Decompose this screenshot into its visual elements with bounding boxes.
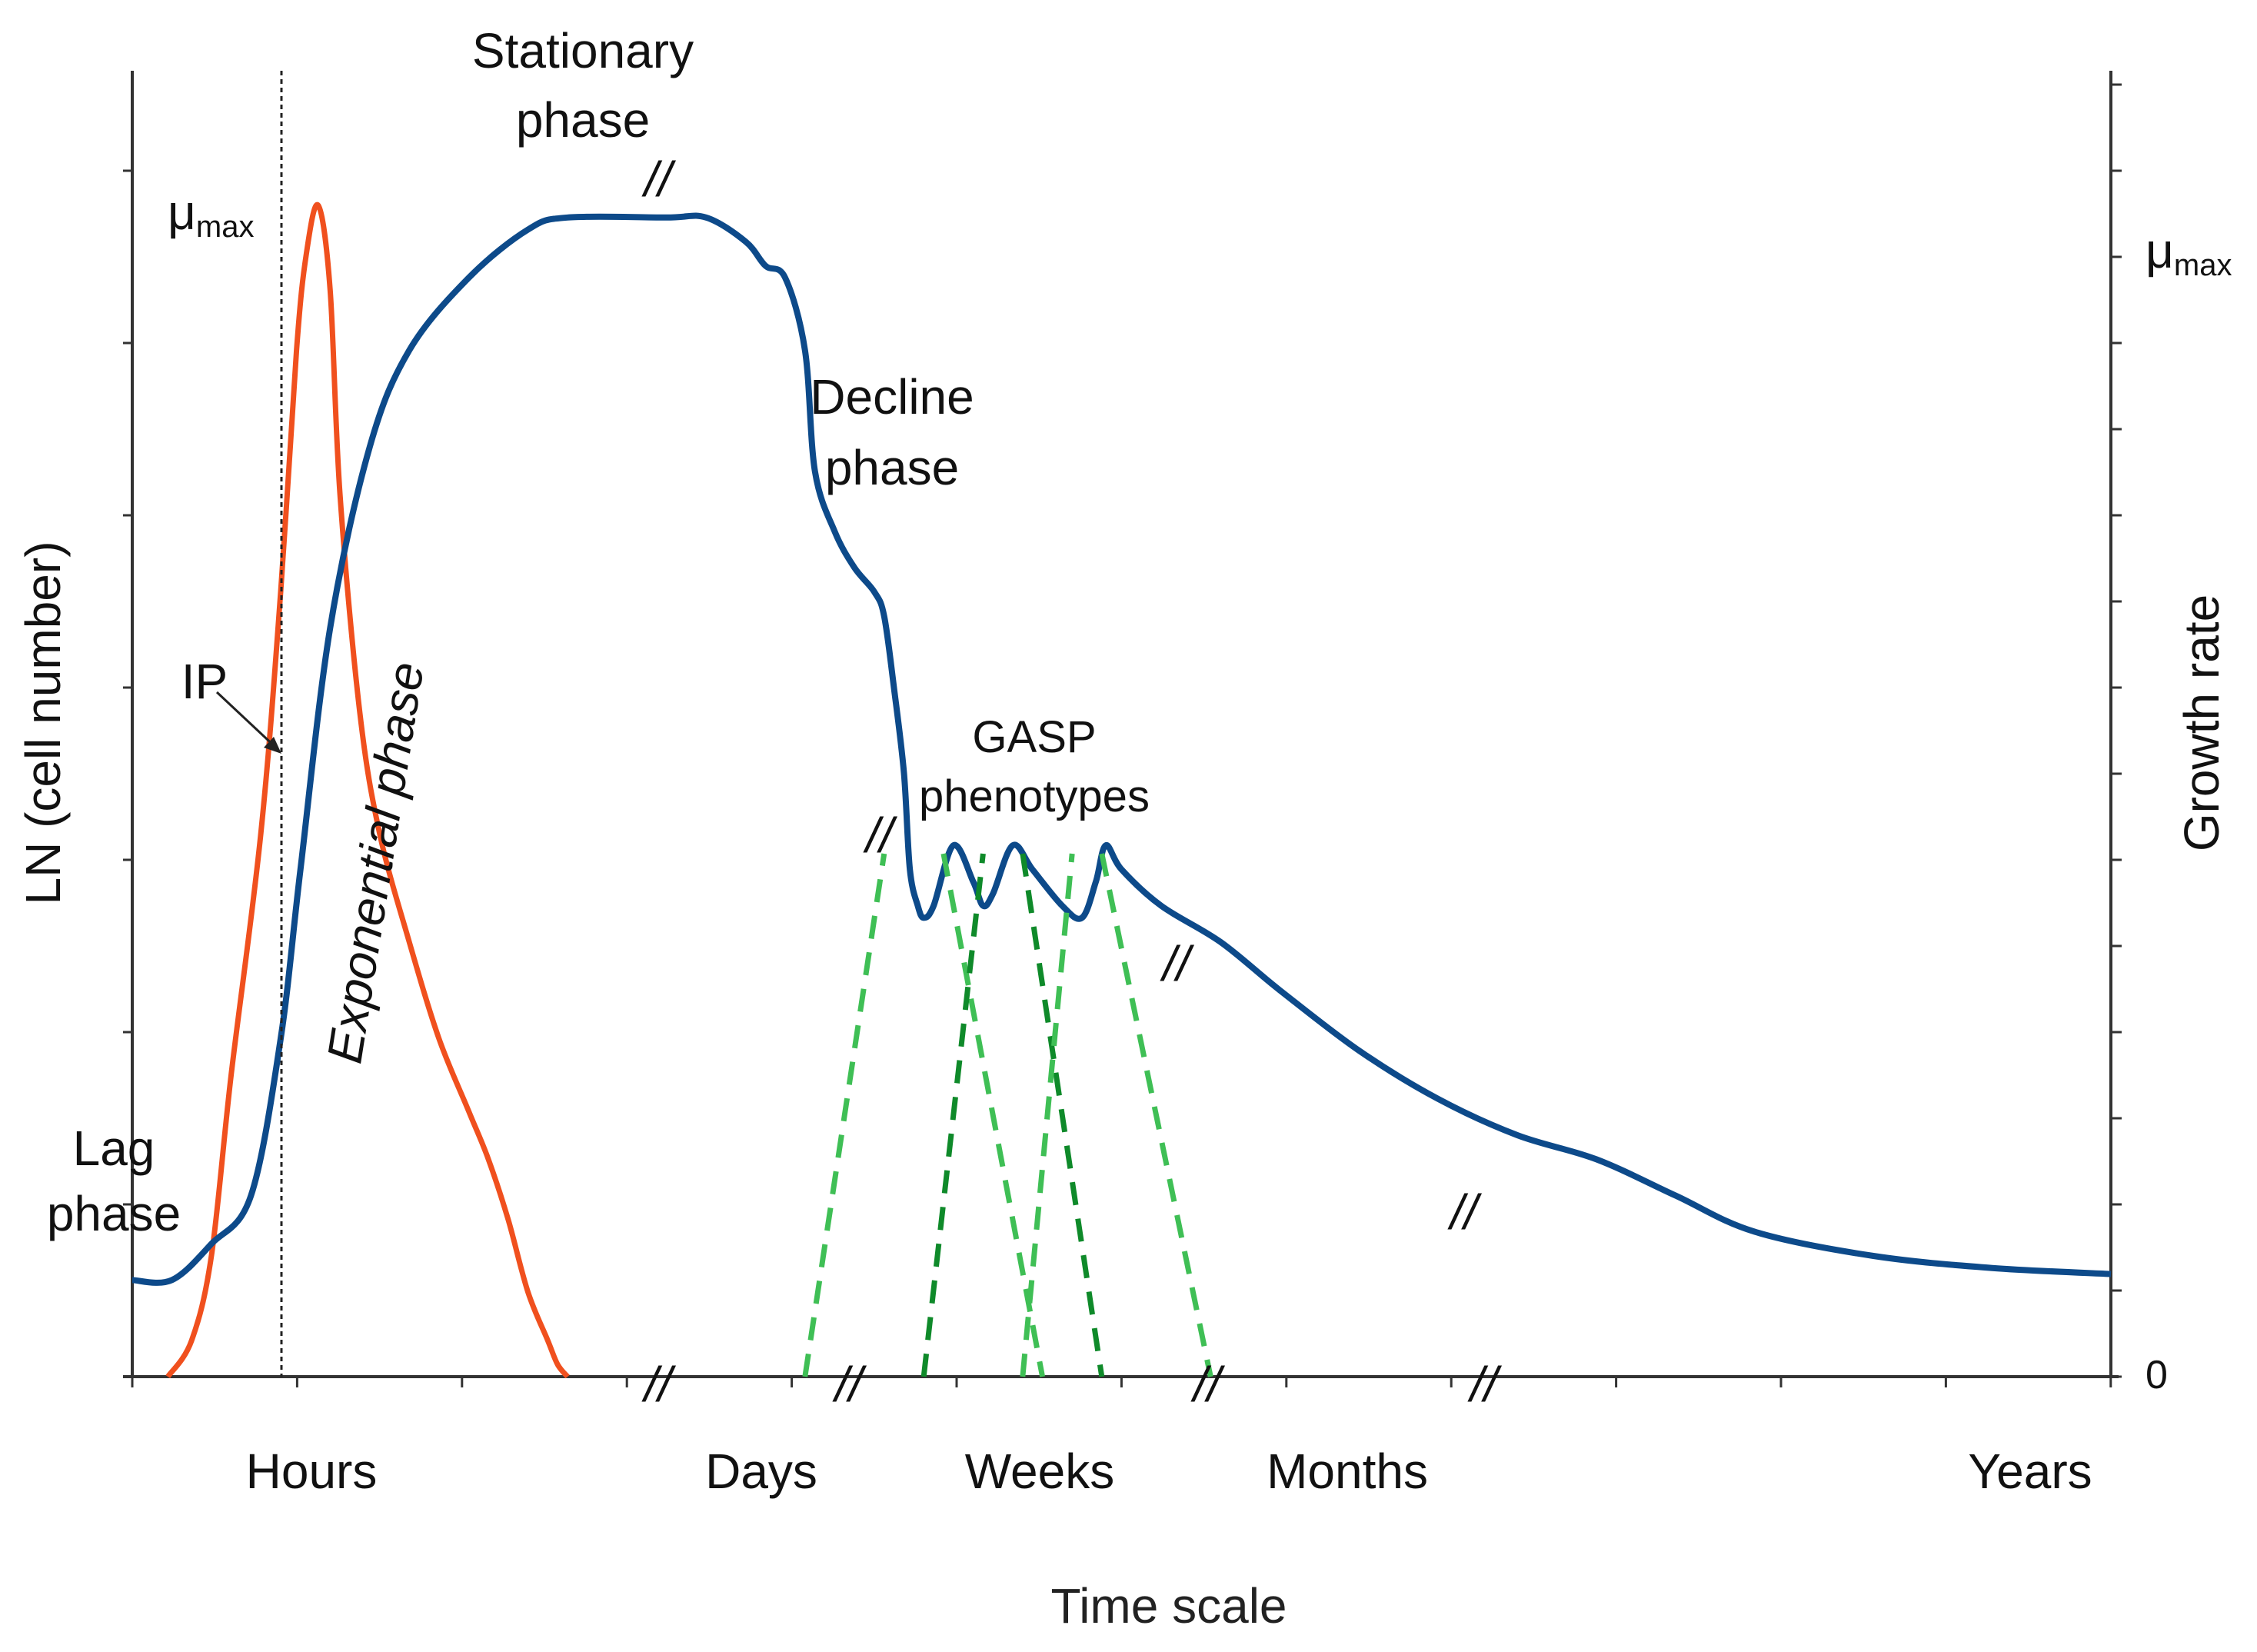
break-mark: // <box>1447 1184 1483 1240</box>
gasp-label-line1: GASP <box>972 712 1096 762</box>
x-axis-ticks <box>131 1377 2112 1387</box>
lag-label-line2: phase <box>47 1186 181 1241</box>
gasp-label-line2: phenotypes <box>919 771 1150 821</box>
right-mu-symbol: μ <box>2145 223 2174 278</box>
break-mark: // <box>1160 936 1195 991</box>
right-mu-subscript: max <box>2174 248 2232 282</box>
x-axis-title: Time scale <box>1050 1578 1287 1634</box>
decline-label-line1: Decline <box>810 369 974 425</box>
break-mark: // <box>1190 1357 1226 1412</box>
break-mark: // <box>641 1357 677 1412</box>
break-marks: // // // // // // // // <box>641 152 1503 1412</box>
x-category-days: Days <box>705 1444 817 1499</box>
break-mark: // <box>1467 1357 1503 1412</box>
cell-number-curve <box>131 212 2112 1286</box>
decline-label-line2: phase <box>825 440 959 495</box>
x-category-years: Years <box>1968 1444 2092 1499</box>
mu-max-subscript: max <box>196 210 255 244</box>
gasp-peak-2-fall-line <box>1020 853 1105 1377</box>
gasp-phenotype-lines <box>802 853 1213 1377</box>
break-mark: // <box>832 1357 867 1412</box>
stationary-label-line1: Stationary <box>472 23 694 78</box>
right-tick-zero: 0 <box>2145 1353 2168 1397</box>
ip-arrow <box>215 691 280 751</box>
mu-max-symbol: μ <box>168 185 196 240</box>
ip-label: IP <box>181 654 228 709</box>
lag-label-line1: Lag <box>73 1121 155 1176</box>
gasp-peak-1-rise-line <box>802 853 887 1377</box>
right-axis-ticks <box>2111 83 2122 1378</box>
ip-arrowhead <box>264 737 281 754</box>
x-category-hours: Hours <box>246 1444 378 1499</box>
growth-rate-curve <box>165 202 570 1379</box>
x-category-months: Months <box>1267 1444 1428 1499</box>
right-axis-title: Growth rate <box>2174 595 2229 851</box>
left-axis-title: LN (cell number) <box>15 541 71 904</box>
gasp-peak-3-fall-line <box>1099 853 1213 1377</box>
left-axis-ticks <box>123 169 132 1378</box>
break-mark: // <box>863 808 898 863</box>
right-tick-mu-max: μmax <box>2145 223 2232 282</box>
gasp-peak-3-rise-line <box>1020 853 1075 1377</box>
exponential-label: Exponential phase <box>317 658 434 1067</box>
mu-max-label: μmax <box>168 185 254 244</box>
gasp-peak-2-rise-line <box>920 853 986 1377</box>
break-mark: // <box>641 152 677 207</box>
stationary-label-line2: phase <box>516 92 650 148</box>
x-category-weeks: Weeks <box>965 1444 1114 1499</box>
gasp-peak-1-fall-line <box>940 853 1046 1377</box>
